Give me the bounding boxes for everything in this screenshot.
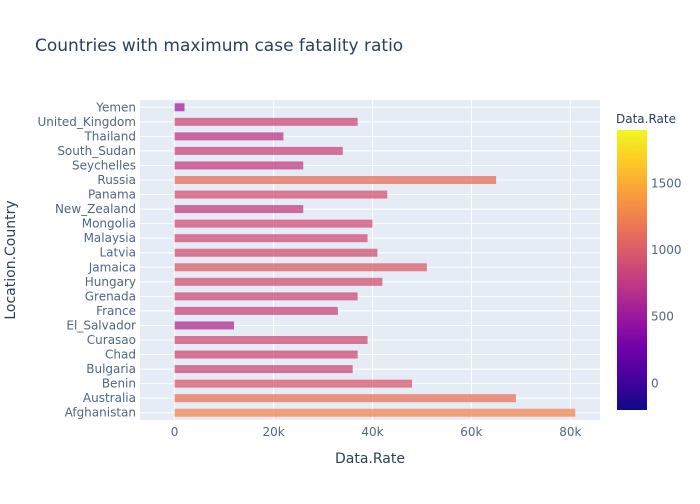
colorbar-ticks: 0 500 1000 1500 xyxy=(651,176,682,390)
x-tick-label: 60k xyxy=(460,425,482,439)
x-tick-label: 0 xyxy=(171,425,179,439)
bar-thailand[interactable] xyxy=(174,132,284,141)
x-axis-label: Data.Rate xyxy=(335,451,405,467)
y-tick-label: Panama xyxy=(88,188,136,202)
y-axis-ticks: AfghanistanAustraliaBeninBulgariaChadCur… xyxy=(37,100,136,419)
bar-france[interactable] xyxy=(174,306,338,315)
y-tick-label: Seychelles xyxy=(72,158,136,172)
y-tick-label: Australia xyxy=(83,391,136,405)
bars-layer xyxy=(174,103,576,417)
x-tick-label: 40k xyxy=(361,425,383,439)
y-tick-label: Latvia xyxy=(99,246,136,260)
y-axis-label: Location.Country xyxy=(3,200,19,319)
bar-hungary[interactable] xyxy=(174,277,383,286)
x-axis-ticks: 0 20k 40k 60k 80k xyxy=(171,425,582,439)
y-tick-label: South_Sudan xyxy=(57,144,136,158)
colorbar xyxy=(617,130,647,410)
y-tick-label: Malaysia xyxy=(84,231,136,245)
y-tick-label: Bulgaria xyxy=(86,362,136,376)
bar-latvia[interactable] xyxy=(174,248,378,257)
bar-afghanistan[interactable] xyxy=(174,408,576,417)
y-tick-label: Russia xyxy=(97,173,136,187)
colorbar-title: Data.Rate xyxy=(616,112,676,126)
colorbar-tick-label: 1500 xyxy=(651,176,682,190)
y-tick-label: France xyxy=(96,304,136,318)
y-tick-label: El_Salvador xyxy=(66,318,136,332)
bar-seychelles[interactable] xyxy=(174,161,304,170)
colorbar-tick-label: 1000 xyxy=(651,243,682,257)
x-tick-label: 20k xyxy=(262,425,284,439)
y-tick-label: Chad xyxy=(105,348,136,362)
bar-panama[interactable] xyxy=(174,190,388,199)
bar-chad[interactable] xyxy=(174,350,358,359)
bar-jamaica[interactable] xyxy=(174,263,427,272)
bar-russia[interactable] xyxy=(174,176,497,184)
bar-united-kingdom[interactable] xyxy=(174,117,358,126)
y-tick-label: Thailand xyxy=(83,129,136,143)
x-tick-label: 80k xyxy=(559,425,581,439)
bar-yemen[interactable] xyxy=(174,103,185,112)
bar-benin[interactable] xyxy=(174,379,413,388)
bar-mongolia[interactable] xyxy=(174,219,373,228)
y-tick-label: Yemen xyxy=(95,100,136,114)
bar-south-sudan[interactable] xyxy=(174,146,343,155)
y-tick-label: United_Kingdom xyxy=(37,115,136,129)
bar-el-salvador[interactable] xyxy=(174,321,234,330)
y-tick-label: New_Zealand xyxy=(55,202,136,216)
y-tick-label: Hungary xyxy=(85,275,136,289)
colorbar-tick-label: 0 xyxy=(651,376,659,390)
bar-bulgaria[interactable] xyxy=(174,365,353,374)
bar-malaysia[interactable] xyxy=(174,234,368,243)
colorbar-tick-label: 500 xyxy=(651,310,674,324)
y-tick-label: Benin xyxy=(102,377,136,391)
bar-new-zealand[interactable] xyxy=(174,205,304,214)
bar-australia[interactable] xyxy=(174,394,516,403)
y-tick-label: Jamaica xyxy=(88,260,136,274)
y-tick-label: Mongolia xyxy=(82,217,136,231)
y-tick-label: Grenada xyxy=(85,289,136,303)
y-tick-label: Curasao xyxy=(87,333,136,347)
y-tick-label: Afghanistan xyxy=(65,406,136,420)
bar-grenada[interactable] xyxy=(174,292,358,301)
chart-title: Countries with maximum case fatality rat… xyxy=(35,36,403,56)
bar-curasao[interactable] xyxy=(174,336,368,344)
